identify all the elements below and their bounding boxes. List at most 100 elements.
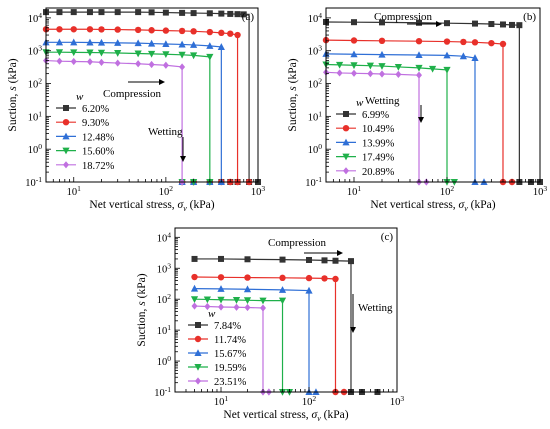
panel-a-series-4-point [114,59,121,67]
panel-c-series-0-point [306,256,313,263]
panel-a-series-3-point [86,49,94,57]
panel-b-legend-swatch-marker [342,153,350,161]
panel-b-series-3-point [415,64,423,72]
panel-b-compression-label: Compression [374,11,433,23]
panel-b-series-2-point [459,52,467,60]
panel-a-frame [45,7,259,183]
panel-a-legend-swatch-marker [63,161,69,169]
panel-a-legend-label: 6.20% [82,104,109,115]
panel-c-y-tick-label: 100 [157,354,172,368]
panel-c-compression-label: Compression [268,237,327,249]
panel-a-series-3-line [46,51,211,182]
panel-c-series-2-point [278,286,287,293]
panel-b-frame [325,7,541,183]
panel-a-series-1-point [56,26,63,33]
panel-c-series-0-point [347,258,354,265]
panel-b-series-0-point [350,19,357,26]
panel-b-y-tick-label: 102 [308,77,323,91]
panel-b-series-3-point [350,62,358,70]
panel-a-series-1-point [86,26,94,33]
panel-c-legend-swatch-marker [194,364,202,371]
panel-a-series-0-point [218,10,225,17]
panel-a-series-0-point [206,10,213,17]
panel-b-series-3-point [394,63,402,71]
panel-b-series-4-point [395,70,402,78]
panel-a-series-0-point [227,10,234,17]
panel-c-series-4-point [233,303,240,311]
panel-c-y-tick-label: 103 [157,261,172,275]
panel-a-series-3-point [134,50,142,58]
panel-c-x-tick-label: 103 [390,394,405,408]
panel-a-series-3-point [114,50,122,57]
panel-c-legend-swatch-marker [195,322,201,328]
panel-b-legend-label: 13.99% [362,138,395,149]
panel-b-series-1-point [378,37,386,45]
panel-b-series-1-line [325,39,504,182]
panel-a-series-0-point [162,9,169,16]
panel-b-series-1-point [350,37,358,44]
panel-b-series-4-point [416,71,423,79]
panel-a-series-2-point [217,43,225,50]
panel-a-series-4-point [70,57,77,66]
panel-a-series-3-point [178,51,186,59]
panel-a-series-1-point [162,27,170,34]
panel-a-series-1-point [98,26,105,33]
panel-b-y-axis-label: Suction, s (kPa) [287,58,299,131]
panel-b-series-4-point [350,69,357,77]
panel-a-wetting-label: Wetting [148,126,183,138]
panel-a-legend-label: 15.60% [82,147,115,158]
panel-c-series-3-point [203,296,211,304]
panel-b-series-0-point [416,19,423,26]
panel-a-compression-arrowhead [159,79,165,85]
panel-a-series-1-point [234,31,241,39]
panel-b-legend-label: 17.49% [362,153,395,164]
panel-a-y-tick-label: 103 [28,44,43,58]
panel-c-series-2-point [217,285,225,292]
panel-b-legend-swatch-marker [343,111,349,117]
panel-c-legend-swatch-marker [194,335,202,343]
panel-c-series-1-point [191,273,198,281]
panel-b-y-tick-label: 101 [308,109,323,123]
panel-b-legend-label: 20.89% [362,167,395,178]
panel-c-wetting-label: Wetting [358,302,393,314]
panel-b-series-1-point [471,39,479,46]
panel-a-series-1-point [206,28,214,36]
panel-a-legend-label: 18.72% [82,161,115,172]
panel-c-y-tick-label: 104 [157,230,172,244]
panel-b-series-0-point [443,20,450,27]
panel-a-series-3-point [55,49,64,57]
panel-a-y-tick-label: 104 [28,11,43,25]
panel-a-series-2-point [162,40,170,48]
panel-a-legend-title: w [76,91,84,103]
panel-b-series-4-point [367,70,374,78]
panel-c-series-2-line [194,287,310,392]
panel-c-series-1-point [279,274,286,282]
panel-a-series-2-point [147,39,156,47]
panel-a-series-2-point [86,38,94,46]
panel-a-series-3-point [97,49,106,57]
panel-c-series-1-point [332,275,339,283]
panel-c-x-tick-label: 101 [214,394,229,408]
panel-c-legend-title: w [208,308,216,320]
panel-b-series-1-point [488,39,495,47]
panel-c-series-4-point [204,302,211,311]
panel-c-wetting-arrowhead [350,327,356,333]
panel-a-series-0-point [234,11,241,18]
panel-a-series-0-point [135,9,142,16]
panel-a-series-4-point [98,58,105,67]
panel-b-legend-swatch-marker [343,167,349,175]
panel-b-series-0-point [488,21,495,28]
panel-c-series-0-point [218,255,225,262]
panel-c-legend-label: 7.84% [214,321,241,332]
panel-c-x-tick-label: 102 [302,394,317,408]
panel-c-label: (c) [381,231,394,243]
panel-a-series-0-point [179,9,186,16]
panel-c-series-3-point [232,297,241,304]
panel-a-series-0-point [70,9,77,16]
panel-a-series-0-point [114,9,121,16]
panel-c-series-4-point [244,303,251,312]
panel-b-series-3-point [366,62,374,70]
panel-a-series-4-point [56,57,63,65]
panel-c-series-1-point [244,274,251,281]
panel-c-frame [174,227,398,393]
